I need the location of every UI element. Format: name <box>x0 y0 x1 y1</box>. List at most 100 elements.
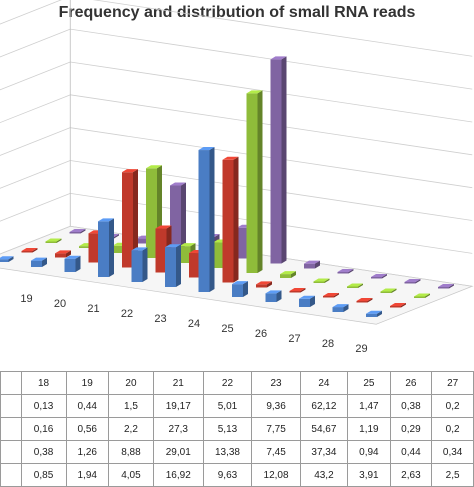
bar-side <box>209 147 215 292</box>
bar-front <box>55 253 66 258</box>
table-header-cell: 22 <box>202 371 253 395</box>
table-cell: 19,17 <box>152 394 204 418</box>
bar-top <box>332 304 349 308</box>
bar <box>198 147 215 292</box>
table-row: 0,85 1,94 4,05 16,92 9,63 12,08 43,2 3,91 2,63 2,… <box>0 463 474 487</box>
bar-front <box>371 277 382 279</box>
bar-side <box>267 281 272 288</box>
bar-side <box>291 271 296 278</box>
bar <box>280 271 296 278</box>
table-header-cell: 25 <box>347 371 391 395</box>
bar-side <box>114 234 119 239</box>
bar-side <box>358 283 363 288</box>
bar-top <box>270 56 287 60</box>
table-cell: 9,36 <box>251 394 301 418</box>
bar-front <box>189 253 200 278</box>
bar-chart-3d: 181920212223242526272829 <box>0 0 474 355</box>
bar-front <box>198 150 210 292</box>
table-cell: 0,34 <box>431 440 474 464</box>
side-gridline <box>0 61 71 91</box>
side-gridline <box>0 94 71 124</box>
table-header-cell: 19 <box>65 371 109 395</box>
bar-front <box>280 274 291 278</box>
bar-side <box>56 238 62 243</box>
bar-side <box>334 293 339 298</box>
bar-front <box>213 242 224 268</box>
bar <box>414 293 430 298</box>
bar-side <box>276 290 282 302</box>
x-tick-label: 22 <box>121 308 133 320</box>
bar-side <box>377 310 382 317</box>
bar <box>45 238 62 243</box>
bar-front <box>265 293 277 302</box>
bar-front <box>246 93 258 274</box>
table-header-cell: 23 <box>251 371 301 395</box>
table-cell: 0,85 <box>20 463 67 487</box>
x-tick-label: 28 <box>322 338 334 350</box>
table-row: 0,16 0,56 2,2 27,3 5,13 7,75 54,67 1,19 0,29 0,2 <box>0 417 474 441</box>
bar <box>69 229 86 234</box>
table-cell: 29,01 <box>152 440 204 464</box>
bar <box>371 274 387 279</box>
bar-front <box>337 272 349 274</box>
bar-side <box>367 298 373 303</box>
table-cell: 7,45 <box>251 440 301 464</box>
bar <box>131 247 148 282</box>
bar-side <box>32 248 38 253</box>
chart-bars <box>0 56 454 317</box>
bar-top <box>98 218 114 222</box>
bar <box>304 260 320 269</box>
bar-side <box>75 255 81 272</box>
bar-front <box>304 263 315 269</box>
bar-front <box>313 281 325 283</box>
table-header-cell: 18 <box>20 371 67 395</box>
table-cell: 13,38 <box>202 440 253 464</box>
bar-side <box>243 281 248 297</box>
chart-title: Frequency and distribution of small RNA … <box>58 4 416 21</box>
bar-side <box>310 295 315 307</box>
table-cell: 2,2 <box>107 417 154 441</box>
table-cell: 27,3 <box>152 417 204 441</box>
table-cell: 37,34 <box>299 440 349 464</box>
table-cell: 8,88 <box>107 440 154 464</box>
table-cell: 1,19 <box>347 417 391 441</box>
bar-front <box>232 284 243 297</box>
bar-top <box>366 310 382 314</box>
table-cell: 62,12 <box>299 394 349 418</box>
table-cell: 0,13 <box>20 394 67 418</box>
table-cell: 1,5 <box>107 394 154 418</box>
bar <box>347 283 363 288</box>
side-gridline <box>0 160 71 189</box>
bar-side <box>142 247 148 282</box>
bar-side <box>315 260 320 269</box>
bar-top <box>438 284 454 287</box>
bar <box>21 248 38 253</box>
bar-side <box>80 229 86 234</box>
table-cell: 0,2 <box>431 394 474 418</box>
bar <box>98 218 114 277</box>
side-gridline <box>0 193 71 222</box>
bar-side <box>66 250 71 258</box>
bar <box>222 156 239 283</box>
table-cell: 0,44 <box>65 394 109 418</box>
table-cell: 2,5 <box>431 463 474 487</box>
x-axis-ticks: 181920212223242526272829 <box>20 293 367 355</box>
bar-front <box>165 247 176 287</box>
bar <box>332 304 349 312</box>
bar-top <box>232 281 248 285</box>
bar-front <box>414 296 425 298</box>
table-cell: 0,94 <box>347 440 391 464</box>
x-tick-label: 20 <box>54 298 66 310</box>
bar <box>122 169 138 268</box>
bar-front <box>69 232 81 234</box>
bar-front <box>21 251 33 253</box>
bar <box>64 255 81 272</box>
table-cell: 43,2 <box>299 463 349 487</box>
bar-side <box>324 278 330 283</box>
table-cell: 1,26 <box>65 440 109 464</box>
bar-front <box>256 284 267 288</box>
bar <box>31 257 47 267</box>
bar-top <box>122 169 138 173</box>
bar-top <box>170 182 186 186</box>
bar-top <box>64 255 81 259</box>
